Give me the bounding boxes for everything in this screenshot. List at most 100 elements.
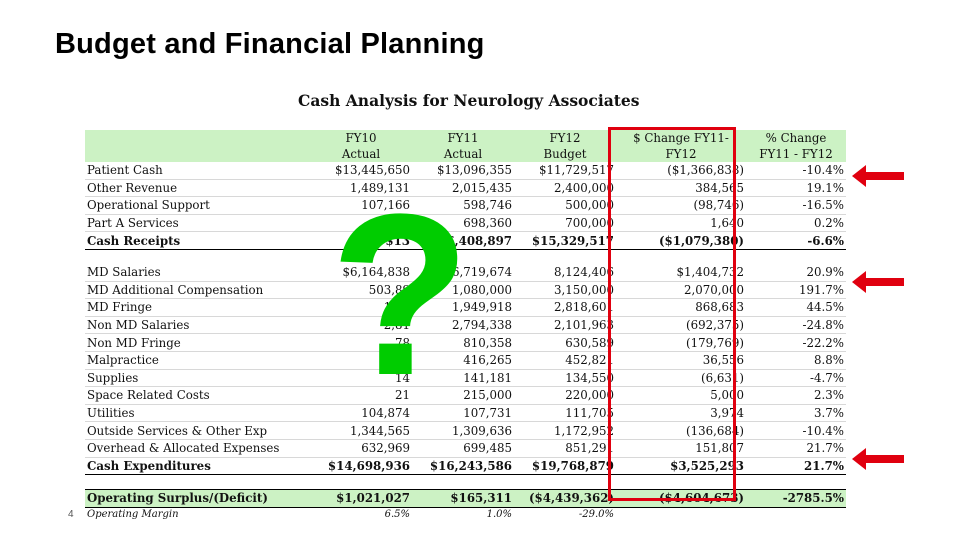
fy11-cell: $165,311: [412, 489, 514, 508]
header-cell: FY12: [514, 130, 616, 146]
fy10-cell: 2,81: [310, 316, 412, 335]
table-row: Space Related Costs 21 215,000 220,000 5,000…: [85, 386, 846, 405]
table-row: MD Salaries $6,164,838 6,719,674 8,124,406 $…: [85, 263, 846, 282]
fy11-cell: 1,309,636: [412, 421, 514, 440]
fy10-cell: 21: [310, 386, 412, 405]
header-cell: FY11 - FY12: [746, 146, 846, 162]
table-row: MD Fringe 1,60 1,949,918 2,818,601 868,683 44…: [85, 298, 846, 317]
left-arrow-icon: [852, 165, 904, 187]
fy11-cell: $13,096,355: [412, 162, 514, 180]
fy11-cell: 810,358: [412, 333, 514, 352]
row-label: MD Fringe: [85, 298, 310, 317]
fy10-cell: $13,445,650: [310, 162, 412, 180]
fy11-cell: 141,181: [412, 369, 514, 388]
slide-title: Budget and Financial Planning: [55, 28, 485, 60]
fy10-cell: 6.5%: [384, 509, 410, 521]
row-label: Space Related Costs: [85, 386, 310, 405]
change-dollar-cell: (98,746): [616, 196, 746, 215]
change-dollar-cell: ($1,079,380): [616, 231, 746, 250]
fy11-cell: 1.0%: [486, 509, 512, 521]
row-label: Patient Cash: [85, 162, 310, 180]
fy12-cell: 500,000: [514, 196, 616, 215]
fy12-cell: 2,818,601: [514, 298, 616, 317]
row-label: Overhead & Allocated Expenses: [85, 439, 310, 458]
table-row: Non MD Fringe 78 810,358 630,589 (179,769) -2…: [85, 333, 846, 352]
fy12-cell: 3,150,000: [514, 281, 616, 300]
fy11-cell: 1,080,000: [412, 281, 514, 300]
fy12-cell: 1,172,952: [514, 421, 616, 440]
fy12-cell: ($4,439,362): [514, 489, 616, 508]
table-row: Operational Support 107,166 598,746 500,000…: [85, 196, 846, 215]
fy12-cell: 220,000: [514, 386, 616, 405]
change-dollar-cell: (6,631): [616, 369, 746, 388]
change-pct-cell: 3.7%: [746, 404, 846, 423]
fy11-cell: 107,731: [412, 404, 514, 423]
subtotal-row: Cash Expenditures $14,698,936 $16,243,586 $…: [85, 456, 846, 476]
fy11-cell: 2,015,435: [412, 179, 514, 198]
change-dollar-cell: (136,684): [616, 421, 746, 440]
fy10-cell: 38: [310, 351, 412, 370]
row-label: Malpractice: [85, 351, 310, 370]
left-arrow-icon: [852, 271, 904, 293]
change-dollar-cell: $3,525,293: [616, 456, 746, 476]
header-cell: Actual: [412, 146, 514, 162]
row-label: Non MD Fringe: [85, 333, 310, 352]
fy12-cell: 2,400,000: [514, 179, 616, 198]
header-cell: [85, 130, 310, 146]
change-pct-cell: 19.1%: [746, 179, 846, 198]
header-cell: $ Change FY11-: [616, 130, 746, 146]
row-label: Cash Expenditures: [85, 456, 310, 476]
change-pct-cell: 2.3%: [746, 386, 846, 405]
change-pct-cell: 21.7%: [746, 456, 846, 476]
header-cell: % Change: [746, 130, 846, 146]
table-row: Patient Cash $13,445,650 $13,096,355 $11,72…: [85, 162, 846, 180]
fy12-cell: 851,291: [514, 439, 616, 458]
fy12-cell: 8,124,406: [514, 263, 616, 282]
header-cell: FY11: [412, 130, 514, 146]
fy12-cell: 630,589: [514, 333, 616, 352]
row-label: Part A Services: [85, 214, 310, 233]
change-dollar-cell: (692,375): [616, 316, 746, 335]
fy11-cell: 698,360: [412, 214, 514, 233]
fy12-cell: 700,000: [514, 214, 616, 233]
row-label: Operating Surplus/(Deficit): [85, 489, 310, 508]
fy10-cell: 503,89: [310, 281, 412, 300]
total-row: Operating Surplus/(Deficit) $1,021,027 $16…: [85, 489, 846, 508]
fy12-cell: 111,705: [514, 404, 616, 423]
fy10-cell: 104,874: [310, 404, 412, 423]
fy12-cell: $19,768,879: [514, 456, 616, 476]
fy10-cell: 78: [310, 333, 412, 352]
fy11-cell: 6,719,674: [412, 263, 514, 282]
row-label: Operating Margin: [87, 509, 179, 521]
fy10-cell: 1,60: [310, 298, 412, 317]
fy10-cell: $13: [310, 231, 412, 250]
table-row: MD Additional Compensation 503,89 1,080,00…: [85, 281, 846, 300]
header-cell: FY10: [310, 130, 412, 146]
row-label: MD Salaries: [85, 263, 310, 282]
change-pct-cell: -10.4%: [746, 421, 846, 440]
row-label: Operational Support: [85, 196, 310, 215]
change-dollar-cell: ($1,366,838): [616, 162, 746, 180]
fy11-cell: 2,794,338: [412, 316, 514, 335]
table-row: Other Revenue 1,489,131 2,015,435 2,400,000…: [85, 179, 846, 198]
table-row: Part A Services 67 698,360 700,000 1,640 0.2%: [85, 214, 846, 233]
table-row: Utilities 104,874 107,731 111,705 3,974 3.7%: [85, 404, 846, 423]
change-pct-cell: -16.5%: [746, 196, 846, 215]
change-dollar-cell: 2,070,000: [616, 281, 746, 300]
fy12-cell: $11,729,517: [514, 162, 616, 180]
change-pct-cell: 44.5%: [746, 298, 846, 317]
header-cell: FY12: [616, 146, 746, 162]
header-row: Actual Actual Budget FY12 FY11 - FY12: [85, 146, 846, 162]
fy12-cell: -29.0%: [578, 509, 614, 521]
row-label: Non MD Salaries: [85, 316, 310, 335]
change-pct-cell: 8.8%: [746, 351, 846, 370]
header-cell: Budget: [514, 146, 616, 162]
margin-row: Operating Margin 6.5% 1.0% -29.0%: [85, 507, 846, 522]
fy11-cell: 215,000: [412, 386, 514, 405]
table-row: Malpractice 38 416,265 452,821 36,556 8.8%: [85, 351, 846, 370]
change-pct-cell: 191.7%: [746, 281, 846, 300]
change-dollar-cell: $1,404,732: [616, 263, 746, 282]
row-label: Cash Receipts: [85, 231, 310, 250]
question-mark-graphic: ?: [330, 166, 471, 423]
change-pct-cell: -24.8%: [746, 316, 846, 335]
